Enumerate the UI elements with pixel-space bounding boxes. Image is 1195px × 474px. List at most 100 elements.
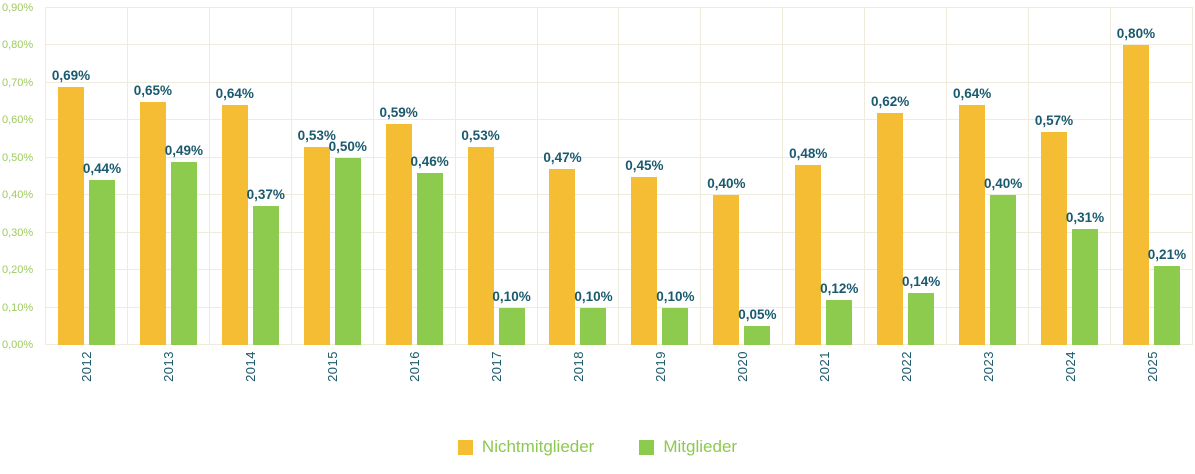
x-axis-cell: 2017	[455, 351, 537, 382]
bar-value-label: 0,40%	[707, 176, 746, 192]
x-axis-cell: 2020	[701, 351, 783, 382]
bar-nichtmitglieder-2019: 0,45%	[625, 158, 664, 345]
bar-value-label: 0,48%	[789, 146, 828, 162]
x-axis-cell: 2021	[783, 351, 865, 382]
bar-mitglieder-2013: 0,49%	[165, 143, 203, 345]
bar-value-label: 0,53%	[461, 127, 500, 143]
bar-mitglieder-2015: 0,50%	[329, 139, 367, 345]
bar-group-2017: 0,53% 0,10%	[456, 8, 538, 345]
bar-value-label: 0,62%	[871, 93, 910, 109]
x-axis-label-2015: 2015	[324, 351, 340, 382]
bar-nichtmitglieder-2013: 0,65%	[134, 83, 172, 345]
bar-group-2016: 0,59% 0,46%	[374, 8, 456, 345]
bar-value-label: 0,05%	[738, 307, 777, 323]
bar-group-2025: 0,80% 0,21%	[1111, 8, 1193, 345]
bar-mitglieder-2017: 0,10%	[492, 289, 531, 345]
bar-group-2021: 0,48% 0,12%	[783, 8, 866, 345]
legend-swatch-mitglieder	[639, 439, 655, 455]
x-axis-label-2022: 2022	[898, 351, 914, 382]
bar-nichtmitglieder-2015: 0,53%	[298, 128, 336, 345]
bar-mitglieder-2014: 0,37%	[247, 187, 285, 345]
y-axis-tick-label: 0,90%	[2, 2, 34, 14]
bar-value-label: 0,65%	[133, 82, 173, 98]
x-axis-label-2013: 2013	[160, 351, 176, 382]
bar-value-label: 0,12%	[820, 281, 859, 297]
x-axis-label-2020: 2020	[734, 351, 750, 382]
legend: Nichtmitglieder Mitglieder	[0, 437, 1195, 457]
bar-value-label: 0,21%	[1147, 247, 1187, 263]
legend-swatch-nichtmitglieder	[457, 439, 473, 455]
bar-value-label: 0,10%	[574, 288, 613, 304]
bar-value-label: 0,49%	[164, 142, 204, 158]
bar-value-label: 0,69%	[51, 67, 91, 83]
bar-mitglieder-2016: 0,46%	[411, 154, 449, 345]
bar-mitglieder-2024: 0,31%	[1066, 210, 1104, 345]
x-axis-cell: 2014	[209, 351, 291, 382]
bar-nichtmitglieder-2021: 0,48%	[789, 146, 827, 345]
bar-nichtmitglieder-2016: 0,59%	[380, 105, 418, 345]
legend-label: Nichtmitglieder	[481, 437, 595, 456]
bar-nichtmitglieder-2023: 0,64%	[953, 86, 991, 345]
x-axis-cell: 2023	[947, 351, 1029, 382]
x-axis-label-2021: 2021	[816, 351, 832, 382]
x-axis-cell: 2018	[537, 351, 619, 382]
bar-group-2024: 0,57% 0,31%	[1029, 8, 1111, 345]
bar-mitglieder-2012: 0,44%	[83, 161, 121, 345]
bar-value-label: 0,64%	[215, 86, 254, 102]
bar-nichtmitglieder-2014: 0,64%	[216, 86, 254, 345]
bar-group-2013: 0,65% 0,49%	[128, 8, 210, 345]
legend-label: Mitglieder	[663, 437, 738, 456]
bar-value-label: 0,14%	[902, 273, 941, 289]
x-axis-label-2016: 2016	[406, 351, 422, 382]
bar-value-label: 0,45%	[625, 157, 664, 173]
bar-value-label: 0,46%	[410, 153, 449, 169]
bar-value-label: 0,50%	[328, 138, 367, 154]
bar-group-2020: 0,40% 0,05%	[701, 8, 784, 345]
bar-mitglieder-2020: 0,05%	[738, 307, 776, 345]
bar-nichtmitglieder-2020: 0,40%	[707, 176, 745, 345]
x-axis-cell: 2025	[1111, 351, 1193, 382]
bar-value-label: 0,53%	[297, 127, 336, 143]
x-axis-cell: 2013	[127, 351, 209, 382]
y-axis-tick-label: 0,60%	[2, 114, 34, 127]
y-axis-tick-label: 0,10%	[2, 301, 34, 314]
x-axis-label-2023: 2023	[980, 351, 996, 382]
bar-value-label: 0,47%	[543, 150, 582, 166]
x-axis-label-2024: 2024	[1062, 351, 1078, 382]
x-axis-label-2012: 2012	[78, 351, 94, 382]
bar-nichtmitglieder-2017: 0,53%	[461, 128, 500, 345]
plot-area: 0,69% 0,44% 0,65% 0,49% 0,64% 0,37% 0,53% 0,50%…	[45, 7, 1193, 345]
bar-group-2019: 0,45% 0,10%	[619, 8, 702, 345]
x-axis-cell: 2019	[619, 351, 701, 382]
bar-value-label: 0,10%	[656, 288, 695, 304]
bar-nichtmitglieder-2022: 0,62%	[871, 94, 909, 345]
bar-mitglieder-2023: 0,40%	[984, 176, 1022, 345]
bar-group-2014: 0,64% 0,37%	[210, 8, 292, 345]
bar-nichtmitglieder-2024: 0,57%	[1035, 113, 1073, 345]
bar-value-label: 0,80%	[1116, 26, 1156, 42]
x-axis: 2012 2013 2014 2015 2016 2017 2018 2019 2020 2021…	[45, 351, 1193, 382]
bar-mitglieder-2025: 0,21%	[1148, 247, 1186, 345]
bar-mitglieder-2019: 0,10%	[656, 289, 695, 345]
y-axis-tick-label: 0,30%	[2, 226, 34, 239]
bar-mitglieder-2021: 0,12%	[820, 281, 858, 345]
bar-group-2015: 0,53% 0,50%	[292, 8, 374, 345]
y-axis-tick-label: 0,20%	[2, 264, 34, 277]
x-axis-label-2017: 2017	[488, 351, 504, 382]
bar-value-label: 0,59%	[379, 105, 418, 121]
bar-mitglieder-2022: 0,14%	[902, 274, 940, 345]
bar-value-label: 0,31%	[1065, 209, 1105, 225]
y-axis-tick-label: 0,80%	[2, 39, 34, 52]
legend-item-nichtmitglieder: Nichtmitglieder	[457, 437, 595, 457]
bar-nichtmitglieder-2025: 0,80%	[1117, 26, 1155, 345]
bar-groups: 0,69% 0,44% 0,65% 0,49% 0,64% 0,37% 0,53% 0,50%…	[45, 8, 1193, 345]
bar-value-label: 0,64%	[952, 86, 992, 102]
x-axis-label-2025: 2025	[1144, 351, 1160, 382]
y-axis-tick-label: 0,70%	[2, 76, 34, 89]
x-axis-cell: 2012	[45, 351, 127, 382]
bar-group-2018: 0,47% 0,10%	[538, 8, 620, 345]
bar-value-label: 0,37%	[246, 187, 285, 203]
y-axis-tick-label: 0,50%	[2, 151, 34, 164]
bar-group-2022: 0,62% 0,14%	[865, 8, 948, 345]
